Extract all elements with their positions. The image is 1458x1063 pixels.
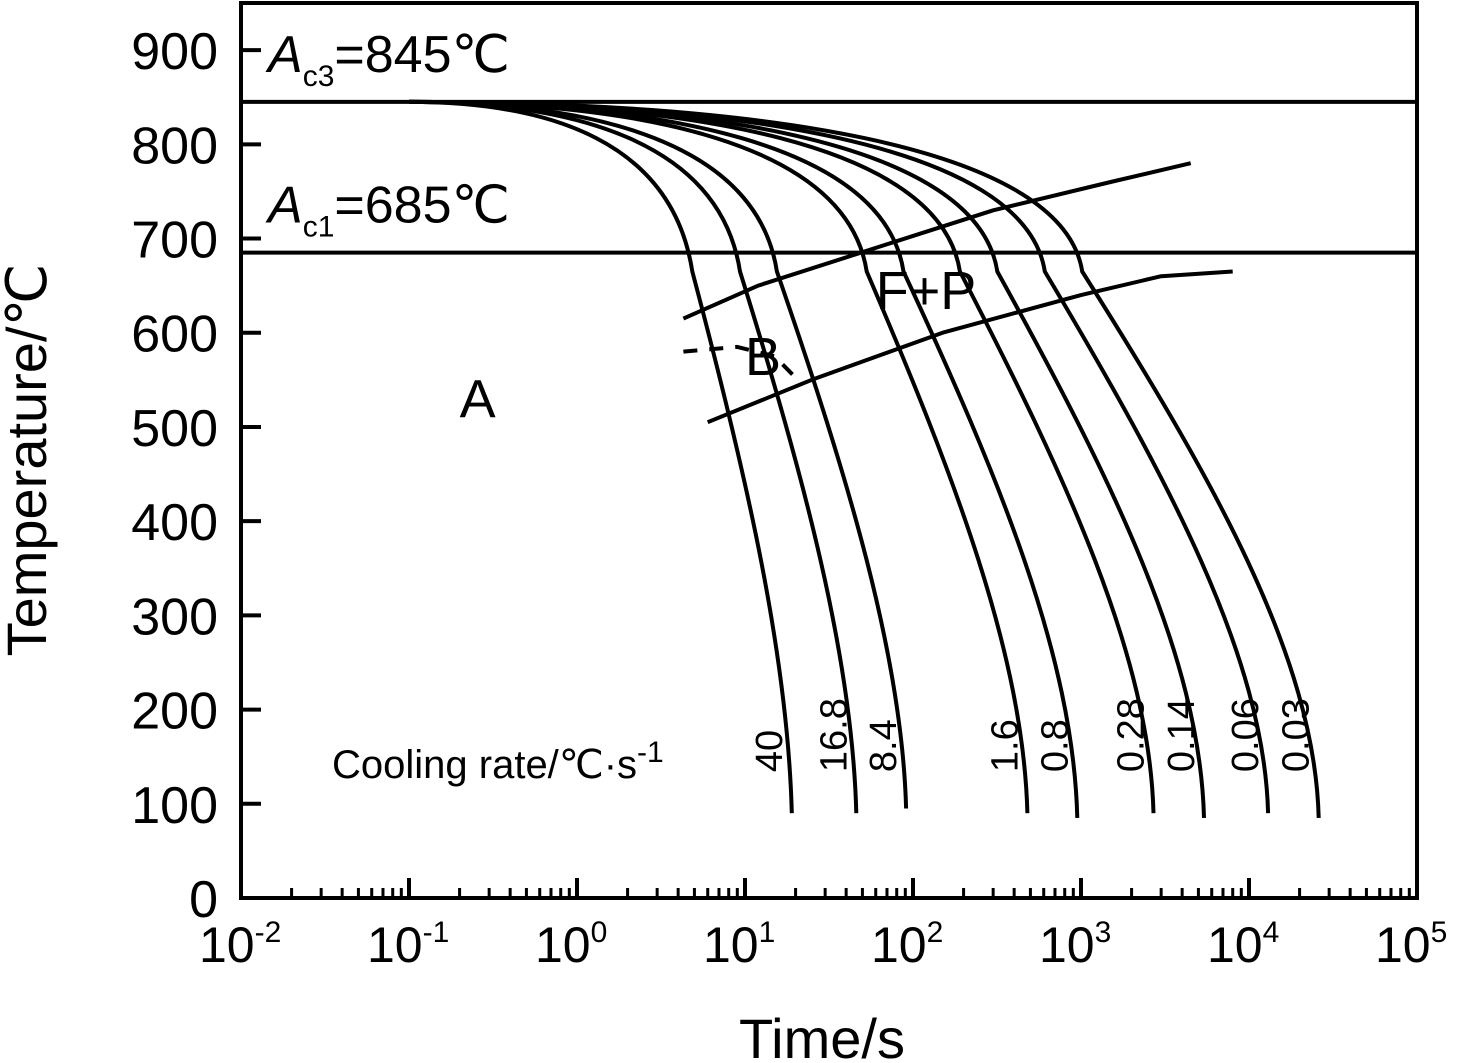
cooling-rate-label: 0.28 xyxy=(1111,698,1153,772)
transformation-boundaries xyxy=(682,161,1233,425)
cooling-curve-1.6 xyxy=(408,99,1030,814)
cooling-curve-40 xyxy=(408,99,794,814)
critical-subscript: c3 xyxy=(303,60,335,93)
tick-marks xyxy=(239,48,1419,900)
x-tick-exponent: 5 xyxy=(1431,916,1448,949)
y-tick-label: 500 xyxy=(131,400,218,458)
y-tick-label: 900 xyxy=(131,23,218,81)
critical-label-c1: Ac1=685℃ xyxy=(265,177,510,244)
critical-symbol: A xyxy=(265,177,303,235)
critical-symbol: A xyxy=(265,26,303,84)
y-tick-label: 200 xyxy=(131,683,218,741)
plot-frame xyxy=(239,1,1419,900)
x-tick-base: 10 xyxy=(1375,917,1431,973)
x-tick-base: 10 xyxy=(871,917,927,973)
x-tick-label: 10-2 xyxy=(199,916,281,973)
x-tick-exponent: 4 xyxy=(1263,916,1280,949)
cooling-curve-16.8 xyxy=(408,99,859,814)
x-tick-exponent: 0 xyxy=(591,916,608,949)
y-tick-label: 400 xyxy=(131,494,218,552)
critical-subscript: c1 xyxy=(303,211,335,244)
cooling-curve-8.4 xyxy=(408,99,909,809)
x-tick-exponent: 3 xyxy=(1095,916,1112,949)
cooling-curve-0.03 xyxy=(408,99,1321,818)
x-tick-base: 10 xyxy=(1207,917,1263,973)
cooling-curve-0.8 xyxy=(408,99,1080,818)
region-label: B xyxy=(745,327,781,387)
y-tick-label: 0 xyxy=(189,871,218,929)
y-tick-label: 600 xyxy=(131,306,218,364)
bainite-start-line xyxy=(683,344,804,387)
y-tick-label: 300 xyxy=(131,588,218,646)
x-tick-label: 105 xyxy=(1375,916,1447,973)
x-tick-label: 100 xyxy=(535,916,607,973)
x-tick-base: 10 xyxy=(1039,917,1095,973)
region-label: A xyxy=(460,370,496,430)
cooling-curve-0.14 xyxy=(408,99,1206,818)
x-axis-title: Time/s xyxy=(739,1007,905,1063)
x-tick-label: 104 xyxy=(1207,916,1279,973)
cooling-curves xyxy=(408,99,1321,818)
cooling-rate-label: 8.4 xyxy=(863,719,905,772)
cooling-rate-label: 1.6 xyxy=(984,719,1026,772)
y-tick-label: 700 xyxy=(131,212,218,270)
phase-region-labels: A F+P B xyxy=(460,261,977,429)
y-tick-label: 800 xyxy=(131,117,218,175)
x-tick-label: 10-1 xyxy=(367,916,449,973)
x-tick-base: 10 xyxy=(199,917,255,973)
cooling-curve-0.28 xyxy=(408,99,1156,814)
x-tick-base: 10 xyxy=(535,917,591,973)
x-minor-ticks xyxy=(290,888,1411,898)
y-tick-labels: 0 100 200 300 400 500 600 700 800 900 xyxy=(131,23,218,929)
x-tick-exponent: -1 xyxy=(423,916,450,949)
cooling-rate-caption-sup: -1 xyxy=(637,736,664,769)
x-tick-label: 103 xyxy=(1039,916,1111,973)
y-tick-label: 100 xyxy=(131,777,218,835)
x-tick-label: 102 xyxy=(871,916,943,973)
cooling-rate-caption-text: Cooling rate/℃·s xyxy=(332,743,637,787)
cooling-rate-label: 40 xyxy=(749,730,791,772)
cooling-rate-labels: 40 16.8 8.4 1.6 0.8 0.28 0.14 0.06 0.03 xyxy=(749,698,1318,772)
cooling-rate-label: 0.8 xyxy=(1034,719,1076,772)
critical-label-c3: Ac3=845℃ xyxy=(265,26,510,93)
critical-value: =685℃ xyxy=(334,177,510,235)
cooling-rate-label: 0.14 xyxy=(1161,698,1203,772)
cooling-rate-label: 0.06 xyxy=(1225,698,1267,772)
region-label: F+P xyxy=(876,261,977,321)
x-tick-base: 10 xyxy=(703,917,759,973)
x-tick-exponent: 2 xyxy=(927,916,944,949)
x-tick-base: 10 xyxy=(367,917,423,973)
pearlite-finish-line xyxy=(706,269,1233,425)
x-tick-exponent: 1 xyxy=(759,916,776,949)
cooling-rate-label: 16.8 xyxy=(813,698,855,772)
x-tick-labels: 10-2 10-1 100 101 102 103 104 105 xyxy=(199,916,1447,973)
ferrite-start-line xyxy=(682,161,1192,321)
cooling-rate-label: 0.03 xyxy=(1276,698,1318,772)
critical-value: =845℃ xyxy=(334,26,510,84)
cooling-rate-caption: Cooling rate/℃·s-1 xyxy=(332,736,664,787)
x-tick-exponent: -2 xyxy=(255,916,282,949)
x-tick-label: 101 xyxy=(703,916,775,973)
y-axis-title: Temperature/℃ xyxy=(0,264,58,657)
